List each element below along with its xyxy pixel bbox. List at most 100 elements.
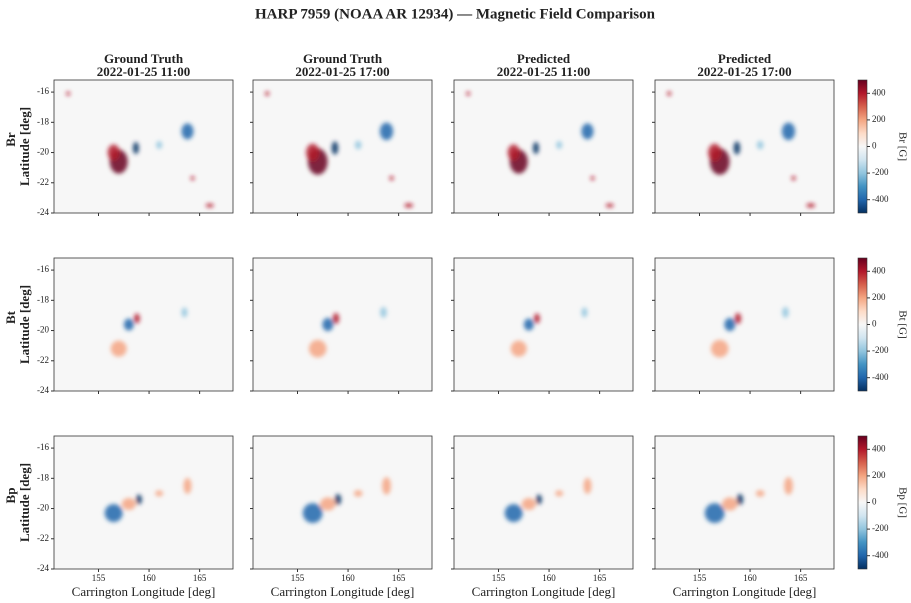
colorbar-label: Bt [G] bbox=[896, 310, 908, 338]
field-feature bbox=[156, 140, 163, 149]
panel-background bbox=[54, 80, 233, 213]
x-tick-label: 160 bbox=[743, 573, 757, 583]
field-feature bbox=[781, 122, 796, 141]
panel-background bbox=[454, 436, 633, 569]
panel-background bbox=[454, 80, 633, 213]
x-tick-label: 165 bbox=[593, 573, 607, 583]
field-image bbox=[264, 91, 414, 208]
y-tick-label: -16 bbox=[37, 86, 49, 96]
x-axis-label: Carrington Longitude [deg] bbox=[472, 584, 616, 599]
colorbar-tick-label: -200 bbox=[872, 523, 889, 533]
y-tick-label: -22 bbox=[37, 533, 49, 543]
field-feature bbox=[521, 498, 536, 511]
column-subtitle: 2022-01-25 11:00 bbox=[497, 64, 591, 79]
field-feature bbox=[724, 317, 736, 332]
x-tick-label: 165 bbox=[794, 573, 808, 583]
field-feature bbox=[806, 203, 816, 208]
colorbar-tick-label: -400 bbox=[872, 372, 889, 382]
field-feature bbox=[181, 123, 194, 140]
panel-frame bbox=[252, 79, 433, 214]
colorbar-tick-label: 400 bbox=[872, 265, 886, 275]
panel-background bbox=[253, 436, 432, 569]
panel-frame bbox=[654, 257, 835, 392]
y-tick-label: -22 bbox=[37, 177, 49, 187]
field-feature bbox=[379, 122, 394, 141]
column-subtitle: 2022-01-25 17:00 bbox=[697, 64, 791, 79]
y-axis-label: Latitude [deg] bbox=[17, 107, 32, 186]
field-feature bbox=[353, 490, 363, 497]
field-image bbox=[704, 477, 793, 523]
x-tick-label: 165 bbox=[193, 573, 207, 583]
panel-background bbox=[454, 258, 633, 391]
panel-frame bbox=[53, 79, 234, 214]
field-image bbox=[104, 477, 192, 523]
x-axis-label: Carrington Longitude [deg] bbox=[673, 584, 817, 599]
colorbar-tick-label: 0 bbox=[872, 497, 877, 507]
row-label: Br bbox=[3, 132, 18, 147]
field-image bbox=[66, 91, 214, 208]
column-title: Ground Truth bbox=[104, 51, 184, 66]
x-tick-label: 155 bbox=[492, 573, 506, 583]
colorbar-tick-label: 200 bbox=[872, 470, 886, 480]
field-feature bbox=[733, 141, 741, 155]
field-feature bbox=[590, 176, 595, 181]
field-feature bbox=[791, 176, 796, 181]
colorbar-label: Br [G] bbox=[896, 132, 908, 161]
field-feature bbox=[183, 477, 192, 494]
row-label: Bt bbox=[3, 310, 18, 324]
panel-background bbox=[54, 436, 233, 569]
field-feature bbox=[264, 91, 270, 96]
field-feature bbox=[782, 306, 789, 318]
panel-frame bbox=[453, 435, 634, 570]
panel-frame bbox=[654, 79, 835, 214]
field-feature bbox=[132, 142, 139, 155]
y-tick-label: -22 bbox=[37, 355, 49, 365]
field-feature bbox=[532, 142, 539, 155]
y-axis-label: Latitude [deg] bbox=[17, 285, 32, 364]
field-feature bbox=[205, 203, 214, 208]
panel-background bbox=[253, 80, 432, 213]
field-feature bbox=[190, 176, 195, 181]
column-title: Predicted bbox=[718, 51, 772, 66]
x-tick-label: 160 bbox=[341, 573, 355, 583]
x-tick-label: 155 bbox=[291, 573, 305, 583]
panel-frame bbox=[252, 435, 433, 570]
field-feature bbox=[308, 339, 327, 358]
field-image bbox=[666, 91, 816, 208]
field-feature bbox=[704, 503, 725, 523]
field-image bbox=[110, 307, 188, 357]
field-feature bbox=[734, 312, 742, 324]
field-image bbox=[710, 306, 789, 358]
x-axis-label: Carrington Longitude [deg] bbox=[271, 584, 415, 599]
colorbar-tick-label: -200 bbox=[872, 345, 889, 355]
panel-frame bbox=[53, 257, 234, 392]
field-feature bbox=[533, 313, 540, 324]
panel-background bbox=[253, 258, 432, 391]
field-feature bbox=[110, 340, 127, 357]
field-feature bbox=[510, 340, 527, 357]
field-feature bbox=[382, 477, 391, 495]
field-feature bbox=[135, 494, 142, 505]
figure-title: HARP 7959 (NOAA AR 12934) — Magnetic Fie… bbox=[255, 6, 656, 22]
field-feature bbox=[181, 307, 188, 318]
field-image bbox=[308, 306, 387, 358]
column-subtitle: 2022-01-25 17:00 bbox=[295, 64, 389, 79]
y-tick-label: -18 bbox=[37, 472, 49, 482]
field-feature bbox=[535, 494, 542, 505]
colorbar-tick-label: 200 bbox=[872, 114, 886, 124]
column-subtitle: 2022-01-25 11:00 bbox=[97, 64, 191, 79]
colorbar-tick-label: -400 bbox=[872, 550, 889, 560]
column-title: Predicted bbox=[517, 51, 571, 66]
colorbar-tick-label: 200 bbox=[872, 292, 886, 302]
field-feature bbox=[556, 140, 563, 149]
field-image bbox=[302, 477, 391, 523]
colorbar-tick-label: 0 bbox=[872, 319, 877, 329]
colorbar-label: Bp [G] bbox=[896, 487, 908, 518]
field-feature bbox=[331, 141, 339, 155]
field-feature bbox=[605, 203, 614, 208]
panel-background bbox=[655, 258, 834, 391]
y-tick-label: -20 bbox=[37, 325, 49, 335]
field-feature bbox=[389, 176, 394, 181]
field-image bbox=[504, 477, 592, 523]
field-feature bbox=[306, 143, 320, 162]
